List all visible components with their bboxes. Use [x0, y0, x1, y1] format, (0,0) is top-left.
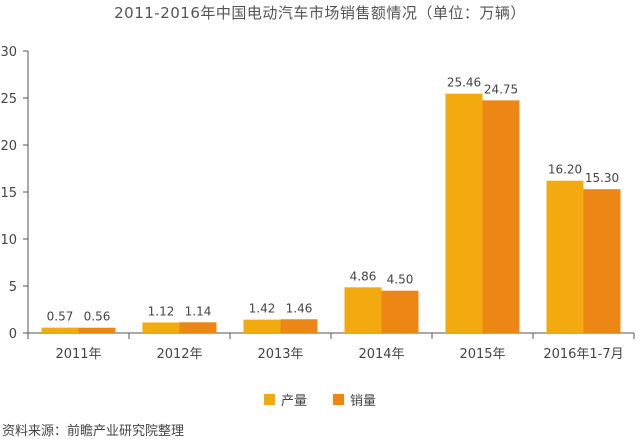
data-label: 16.20: [548, 163, 582, 177]
y-tick-label: 0: [9, 327, 17, 342]
bar: [41, 327, 79, 333]
source-note: 资料来源：前瞻产业研究院整理: [2, 424, 185, 439]
data-label: 0.57: [47, 310, 74, 324]
legend-item-production: 产量: [263, 390, 307, 409]
data-label: 25.46: [447, 76, 481, 90]
legend-label-production: 产量: [280, 394, 307, 409]
data-label: 4.50: [387, 273, 414, 287]
bar: [179, 322, 217, 333]
data-label: 15.30: [585, 171, 619, 185]
chart-title: 2011-2016年中国电动汽车市场销售额情况（单位：万辆）: [114, 4, 526, 22]
legend-label-sales: 销量: [350, 394, 377, 409]
bar: [546, 180, 584, 333]
bar: [142, 322, 180, 333]
x-tick-label: 2012年: [156, 347, 202, 362]
x-tick-label: 2013年: [257, 347, 303, 362]
x-tick-label: 2015年: [459, 347, 505, 362]
y-tick-label: 10: [0, 233, 17, 248]
chart-legend: 产量 销量: [0, 390, 640, 409]
bar: [482, 100, 520, 333]
legend-item-sales: 销量: [333, 390, 376, 409]
x-tick-label: 2016年1-7月: [543, 347, 623, 362]
legend-swatch-sales: [333, 394, 344, 405]
x-tick-label: 2011年: [55, 347, 101, 362]
y-tick-label: 15: [0, 186, 17, 201]
legend-swatch-production: [263, 394, 275, 405]
bar: [445, 93, 483, 334]
data-label: 24.75: [484, 82, 518, 96]
bar: [344, 287, 382, 333]
bar: [280, 319, 318, 333]
y-tick-label: 30: [0, 45, 17, 60]
bar: [583, 189, 621, 333]
bar: [243, 319, 281, 333]
data-label: 4.86: [350, 269, 377, 283]
bar: [381, 290, 419, 333]
y-tick-label: 20: [0, 139, 17, 154]
data-label: 1.14: [185, 304, 212, 318]
x-tick-label: 2014年: [358, 347, 404, 362]
data-label: 1.42: [249, 302, 276, 316]
data-label: 1.12: [148, 304, 175, 318]
bar: [78, 327, 116, 333]
y-tick-label: 5: [9, 280, 17, 295]
data-label: 0.56: [84, 310, 111, 324]
y-tick-label: 25: [0, 92, 17, 107]
data-label: 1.46: [286, 301, 313, 315]
